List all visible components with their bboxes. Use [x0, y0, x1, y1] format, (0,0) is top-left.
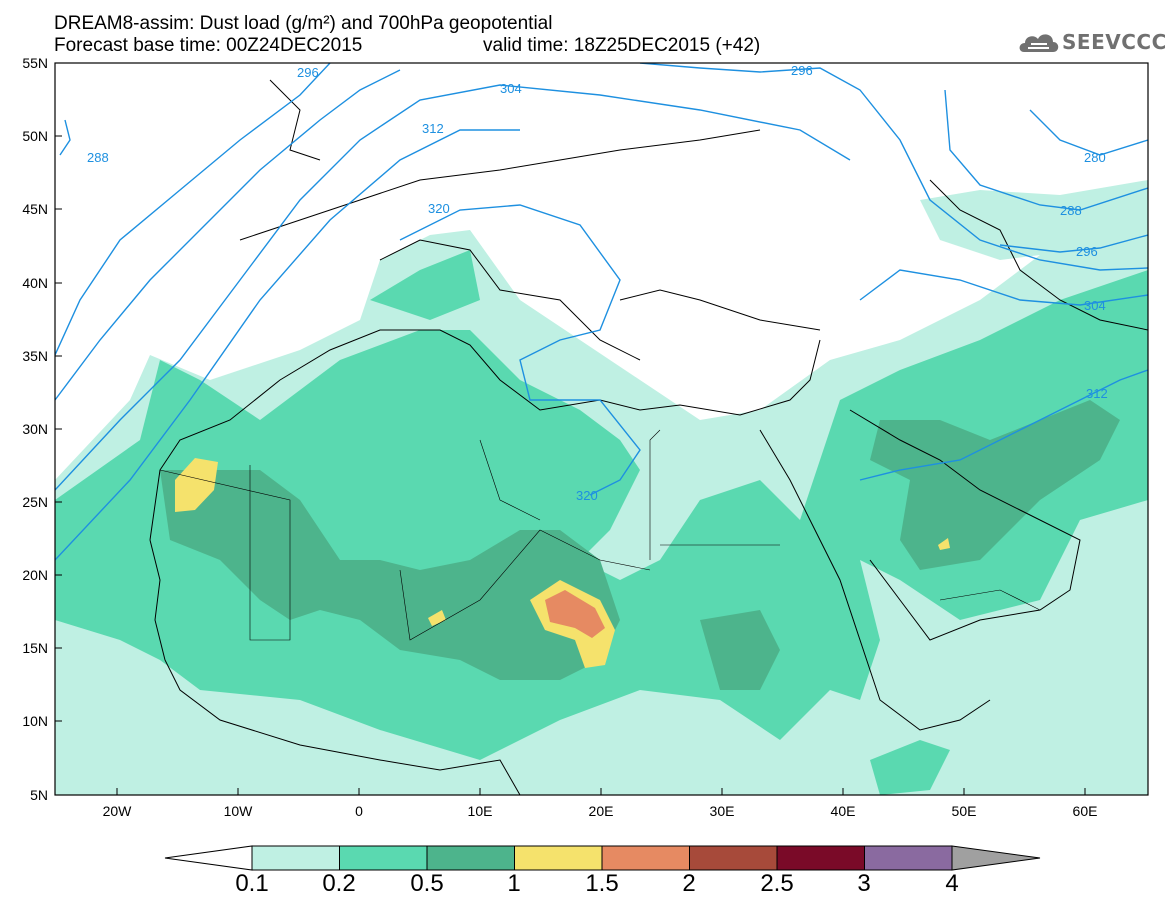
dust-area-dark-2 — [870, 400, 1120, 570]
lon-label: 50E — [951, 803, 977, 819]
contour-label: 288 — [87, 150, 109, 165]
contour-label: 296 — [297, 65, 319, 80]
dust-area-light-2 — [920, 180, 1148, 260]
dust-area-yellow — [175, 458, 218, 512]
lat-label: 15N — [22, 640, 48, 656]
lon-label: 60E — [1072, 803, 1098, 819]
colorbar-bin — [426, 845, 515, 871]
contour-label: 320 — [576, 488, 598, 503]
lat-label: 20N — [22, 567, 48, 583]
lon-label: 0 — [355, 803, 363, 819]
contour-label: 320 — [428, 201, 450, 216]
colorbar-high-arrow — [951, 845, 1041, 871]
lon-label: 10E — [467, 803, 493, 819]
dust-area-medium-3 — [870, 740, 950, 795]
lon-label: 20E — [588, 803, 614, 819]
colorbar-label: 1.5 — [585, 870, 619, 897]
lon-label: 20W — [102, 803, 132, 819]
contour-label: 312 — [422, 121, 444, 136]
contour-296-north — [639, 63, 1148, 271]
lat-label: 55N — [22, 55, 48, 71]
contour-label: 296 — [1076, 244, 1098, 259]
axis-ticks — [55, 62, 1086, 795]
colorbar-bin — [514, 845, 603, 871]
colorbar-bin — [251, 845, 340, 871]
lon-label: 40E — [830, 803, 856, 819]
dust-area-medium — [55, 270, 1148, 760]
map-title: DREAM8-assim: Dust load (g/m²) and 700hP… — [54, 13, 553, 34]
colorbar-label: 4 — [945, 870, 959, 897]
lat-label: 5N — [30, 787, 48, 803]
contour-320 — [399, 204, 641, 496]
lon-label: 10W — [223, 803, 253, 819]
contour-312-west — [55, 129, 520, 561]
contour-304-east — [859, 269, 1148, 306]
lon-label: 30E — [709, 803, 735, 819]
contour-labels: 296 304 312 320 288 320 296 280 288 296 … — [87, 63, 1108, 503]
colorbar-label: 1 — [507, 870, 521, 897]
colorbar-bin — [601, 845, 690, 871]
contour-296-east — [999, 234, 1148, 253]
colorbar-label: 3 — [857, 870, 871, 897]
dust-area-yellow-4 — [938, 538, 950, 550]
contour-304-west — [55, 84, 851, 491]
dust-field — [55, 63, 1148, 795]
contour-label: 280 — [1084, 150, 1106, 165]
lat-label: 50N — [22, 128, 48, 144]
colorbar-label: 0.2 — [322, 870, 356, 897]
contour-label: 312 — [1086, 386, 1108, 401]
contour-280 — [1029, 109, 1148, 156]
valid-time: valid time: 18Z25DEC2015 (+42) — [483, 35, 761, 56]
contour-288 — [55, 63, 331, 356]
colorbar-label: 0.5 — [410, 870, 444, 897]
contour-label: 304 — [500, 81, 522, 96]
dust-area-dark-3 — [700, 610, 780, 690]
contour-288-east — [944, 89, 1148, 211]
dust-area-dark — [160, 470, 620, 680]
lat-label: 30N — [22, 421, 48, 437]
colorbar-bin — [864, 845, 953, 871]
lat-label: 25N — [22, 494, 48, 510]
borders — [159, 429, 1041, 641]
dust-area-yellow-3 — [428, 610, 446, 626]
coastlines — [149, 79, 1148, 795]
contour-296-west — [55, 69, 401, 401]
logo-text: SEEVCCC — [1062, 30, 1165, 54]
contour-312-east — [859, 369, 1148, 481]
colorbar-label: 2 — [682, 870, 696, 897]
lat-label: 40N — [22, 275, 48, 291]
contour-label: 288 — [1060, 203, 1082, 218]
forecast-base-time: Forecast base time: 00Z24DEC2015 — [54, 35, 363, 56]
contour-label: 296 — [791, 63, 813, 78]
lat-label: 35N — [22, 348, 48, 364]
colorbar-bin — [339, 845, 428, 871]
colorbar-label: 0.1 — [235, 870, 269, 897]
colorbar-low-arrow — [164, 845, 253, 871]
lat-label: 45N — [22, 201, 48, 217]
colorbar-bin — [776, 845, 865, 871]
dust-area-orange — [545, 590, 605, 638]
colorbar — [164, 845, 1041, 871]
dust-area-medium-2 — [370, 250, 480, 320]
colorbar-bin — [689, 845, 778, 871]
contour-label: 304 — [1084, 298, 1106, 313]
contour-288-west-small — [59, 119, 71, 156]
geopotential-contours — [55, 63, 1148, 561]
colorbar-label: 2.5 — [760, 870, 794, 897]
lat-label: 10N — [22, 713, 48, 729]
cloud-icon — [1019, 34, 1059, 52]
